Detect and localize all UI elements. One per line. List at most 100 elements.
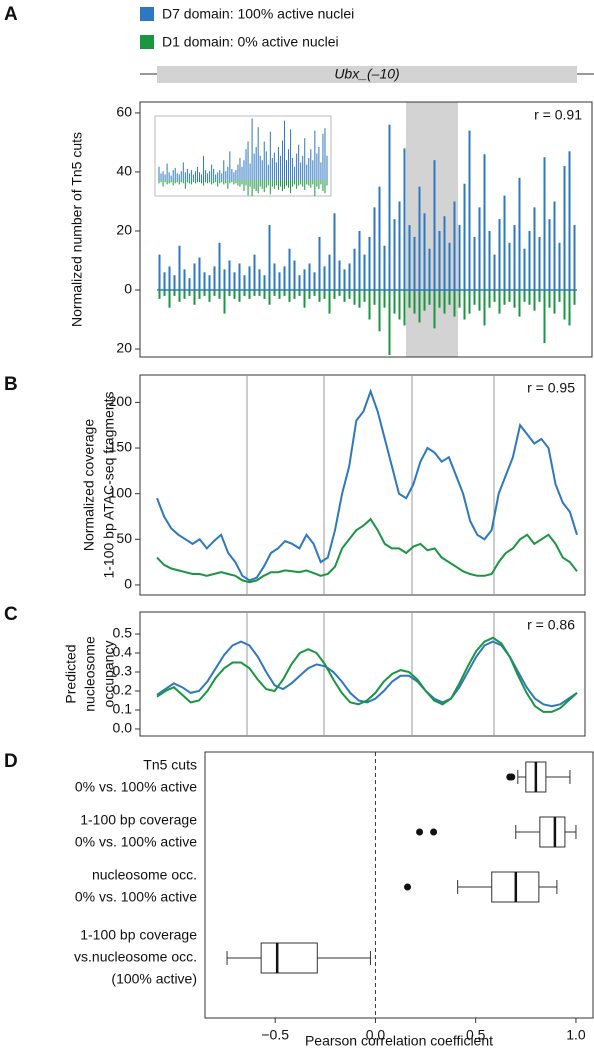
inset-bar bbox=[302, 155, 304, 180]
panel-letter: C bbox=[4, 604, 18, 625]
inset-bar bbox=[190, 180, 192, 185]
inset-bar bbox=[292, 158, 294, 180]
bar bbox=[158, 290, 161, 299]
inset-bar bbox=[174, 180, 176, 184]
inset-bar bbox=[304, 180, 306, 190]
bar bbox=[248, 266, 251, 291]
inset-bar bbox=[160, 180, 162, 183]
bar bbox=[233, 272, 236, 291]
inset-bar bbox=[184, 172, 186, 180]
bar bbox=[203, 272, 206, 291]
bar bbox=[573, 225, 576, 291]
inset-bar bbox=[255, 147, 257, 180]
bar bbox=[423, 290, 426, 311]
bar bbox=[368, 290, 371, 320]
y-tick-label: 40 bbox=[116, 163, 132, 179]
bar bbox=[173, 290, 176, 296]
inset-bar bbox=[221, 173, 223, 180]
y-tick-label: 0.1 bbox=[113, 701, 133, 717]
bar bbox=[468, 130, 471, 291]
category-label: Tn5 cuts bbox=[143, 757, 197, 773]
inset-bar bbox=[180, 180, 182, 183]
bar bbox=[458, 225, 461, 291]
inset-bar bbox=[239, 158, 241, 180]
inset-bar bbox=[308, 180, 310, 186]
inset-bar bbox=[229, 180, 231, 184]
inset-bar bbox=[249, 180, 251, 187]
bar bbox=[348, 263, 351, 291]
bar bbox=[178, 245, 181, 291]
inset-bar bbox=[283, 180, 285, 189]
bar bbox=[533, 290, 536, 311]
bar bbox=[258, 269, 261, 291]
inset-bar bbox=[314, 130, 316, 180]
bar bbox=[223, 290, 226, 314]
inset-bar bbox=[227, 180, 229, 189]
inset-bar bbox=[279, 180, 281, 187]
bar bbox=[433, 290, 436, 329]
bar bbox=[528, 230, 531, 291]
bar bbox=[343, 269, 346, 291]
bar bbox=[223, 269, 226, 291]
inset-bar bbox=[263, 180, 265, 193]
bar bbox=[428, 248, 431, 291]
bar bbox=[408, 290, 411, 308]
bar bbox=[253, 254, 256, 291]
inset-bar bbox=[310, 149, 312, 180]
inset-bar bbox=[213, 180, 215, 184]
bar bbox=[353, 248, 356, 291]
bar bbox=[203, 290, 206, 296]
inset-bar bbox=[201, 180, 203, 184]
bar bbox=[323, 290, 326, 299]
bar bbox=[438, 290, 441, 308]
annotation: r = 0.86 bbox=[527, 617, 575, 633]
inset-bar bbox=[286, 160, 288, 180]
inset-bar bbox=[310, 180, 312, 188]
inset-bar bbox=[231, 180, 233, 183]
inset-bar bbox=[237, 180, 239, 186]
bar bbox=[513, 290, 516, 308]
inset-bar bbox=[257, 180, 259, 194]
inset-bar bbox=[281, 180, 283, 191]
bar bbox=[498, 290, 501, 314]
bar bbox=[468, 290, 471, 314]
bar bbox=[303, 269, 306, 291]
bar bbox=[273, 263, 276, 291]
bar bbox=[168, 290, 171, 308]
bar bbox=[298, 275, 301, 291]
inset-bar bbox=[196, 180, 198, 183]
box bbox=[260, 942, 318, 974]
bar bbox=[213, 266, 216, 291]
series-line bbox=[156, 388, 578, 582]
inset-bar bbox=[294, 166, 296, 180]
bar bbox=[473, 290, 476, 305]
bar bbox=[183, 269, 186, 291]
bar bbox=[318, 236, 321, 291]
bar bbox=[218, 242, 221, 291]
y-tick-label: 150 bbox=[109, 439, 133, 455]
bar bbox=[288, 290, 291, 302]
bar bbox=[358, 290, 361, 308]
inset-bar bbox=[261, 160, 263, 180]
inset-bar bbox=[243, 160, 245, 180]
inset-bar bbox=[322, 133, 324, 180]
plot-frame bbox=[204, 751, 594, 1019]
inset-bar bbox=[271, 158, 273, 180]
bar bbox=[443, 290, 446, 314]
y-axis-label: Normalized number of Tn5 cuts bbox=[69, 132, 85, 327]
bar bbox=[228, 260, 231, 291]
inset-bar bbox=[277, 180, 279, 190]
bar bbox=[428, 290, 431, 305]
bar bbox=[448, 242, 451, 291]
bar bbox=[393, 290, 396, 314]
bar bbox=[488, 230, 491, 291]
inset-bar bbox=[294, 180, 296, 185]
bar bbox=[243, 275, 246, 291]
inset-bar bbox=[172, 180, 174, 186]
inset-bar bbox=[178, 174, 180, 180]
inset-bar bbox=[273, 152, 275, 180]
inset-bar bbox=[170, 180, 172, 183]
inset-bar bbox=[245, 180, 247, 186]
bar bbox=[163, 272, 166, 291]
series-line bbox=[156, 517, 578, 584]
